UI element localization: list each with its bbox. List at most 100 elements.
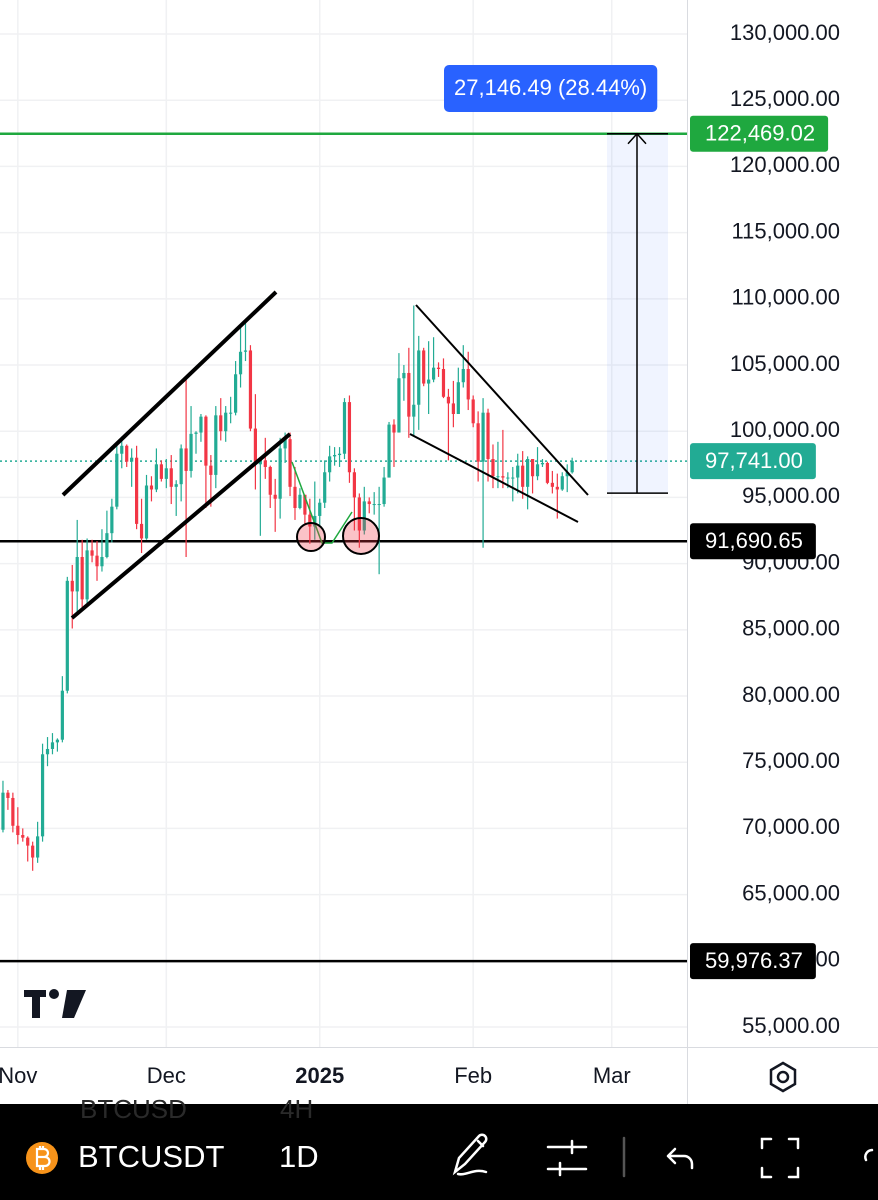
y-tick-label: 115,000.00: [732, 218, 840, 243]
tradingview-logo: [24, 989, 86, 1018]
candle-body: [253, 428, 257, 465]
candle-body: [417, 350, 421, 405]
candle-body: [130, 457, 134, 462]
y-tick-label: 100,000.00: [730, 417, 840, 442]
candle-body: [179, 448, 183, 485]
candle-body: [21, 835, 25, 838]
candle-body: [441, 368, 446, 397]
pattern-line: [291, 461, 353, 544]
candle-body: [456, 382, 460, 415]
y-tick-label: 120,000.00: [730, 152, 840, 177]
candle-body: [135, 457, 139, 524]
candle-body: [535, 464, 540, 477]
settings-icon[interactable]: [769, 1061, 797, 1093]
wedge-upper: [415, 304, 589, 496]
measure-label: 27,146.49 (28.44%): [454, 75, 647, 100]
x-tick-label: Dec: [147, 1063, 186, 1088]
candle-body: [332, 455, 337, 457]
candle-body: [352, 472, 356, 498]
candle-body: [545, 462, 550, 483]
y-tick-label: 105,000.00: [730, 351, 840, 376]
candle-body: [461, 368, 465, 383]
candle-body: [298, 494, 302, 509]
candle-body: [159, 464, 163, 479]
candle-body: [90, 550, 94, 556]
y-tick-label: 130,000.00: [730, 20, 840, 45]
candle-body: [75, 556, 79, 592]
toolbar-background: [0, 1104, 878, 1200]
candle-body: [164, 468, 168, 479]
drawings: [61, 290, 589, 620]
candle-body: [144, 485, 149, 539]
candle-body: [511, 477, 515, 479]
y-tick-label: 80,000.00: [742, 682, 840, 707]
undo-icon[interactable]: [666, 1147, 694, 1170]
candle-body: [283, 439, 287, 449]
plot-area: 27,146.49 (28.44%): [0, 65, 687, 1018]
candle-body: [233, 374, 238, 413]
candle-body: [451, 403, 455, 415]
candle-body: [16, 825, 20, 836]
measure-arrowhead: [627, 132, 647, 145]
candle-body: [476, 423, 480, 462]
settings-hexagon[interactable]: [769, 1061, 797, 1093]
settings-sliders-icon[interactable]: [546, 1139, 588, 1177]
candle-body: [65, 580, 69, 691]
measure-label-box: [444, 65, 658, 112]
symbol[interactable]: BTCUSDT: [78, 1139, 224, 1174]
y-tick-label: 55,000.00: [742, 1013, 840, 1038]
interval[interactable]: 1D: [279, 1139, 319, 1174]
candle-body: [70, 580, 74, 592]
candle-body: [362, 501, 366, 531]
candle-body: [367, 501, 371, 505]
x-tick-label: Nov: [0, 1063, 37, 1088]
axes: 55,000.0060,000.0065,000.0070,000.0075,0…: [0, 0, 878, 1104]
toolbar: BTCUSD 4H BTCUSDT 1D: [0, 1094, 878, 1200]
y-tick-label: 75,000.00: [742, 748, 840, 773]
draw-icon[interactable]: [452, 1133, 488, 1176]
candle-body: [31, 845, 35, 858]
fullscreen-icon[interactable]: [760, 1137, 800, 1179]
price-label: 91,690.65: [705, 528, 803, 553]
measure-tool: 27,146.49 (28.44%): [444, 65, 668, 494]
y-tick-label: 70,000.00: [742, 814, 840, 839]
candle-body: [436, 367, 441, 369]
price-label: 122,469.02: [705, 121, 815, 146]
candle-body: [263, 460, 267, 467]
price-label-box: [690, 943, 816, 980]
candle-body: [407, 372, 411, 417]
price-label-box: [690, 523, 816, 560]
candle-body: [555, 486, 559, 490]
candle-body: [412, 404, 416, 417]
logo-part: [49, 989, 59, 999]
candle-body: [45, 748, 50, 755]
candle-body: [491, 459, 495, 477]
candle-body: [174, 484, 178, 487]
candle-body: [397, 378, 401, 433]
candle-body: [328, 456, 332, 473]
symbol-icon: [26, 1142, 58, 1174]
candle-body: [26, 837, 30, 846]
candle-body: [85, 550, 89, 600]
candle-body: [471, 399, 475, 424]
candle-body: [36, 836, 40, 858]
candle-body: [125, 445, 129, 462]
price-label: 97,741.00: [705, 448, 803, 473]
candle-body: [248, 350, 253, 429]
candle-body: [377, 504, 381, 506]
candle-body: [422, 350, 426, 384]
candle-body: [382, 477, 386, 505]
bitcoin-glyph: [35, 1146, 51, 1170]
price-label-box: [690, 115, 829, 152]
more-icon[interactable]: [864, 1148, 874, 1162]
candle-body: [308, 514, 312, 527]
x-tick-label: 2025: [295, 1063, 344, 1088]
candle-body: [392, 424, 396, 433]
candle-body: [120, 445, 124, 454]
settings-dot[interactable]: [776, 1070, 790, 1084]
candle-body: [521, 465, 525, 487]
candle-body: [105, 533, 109, 557]
candle-body: [11, 797, 15, 826]
candle-body: [50, 742, 55, 749]
